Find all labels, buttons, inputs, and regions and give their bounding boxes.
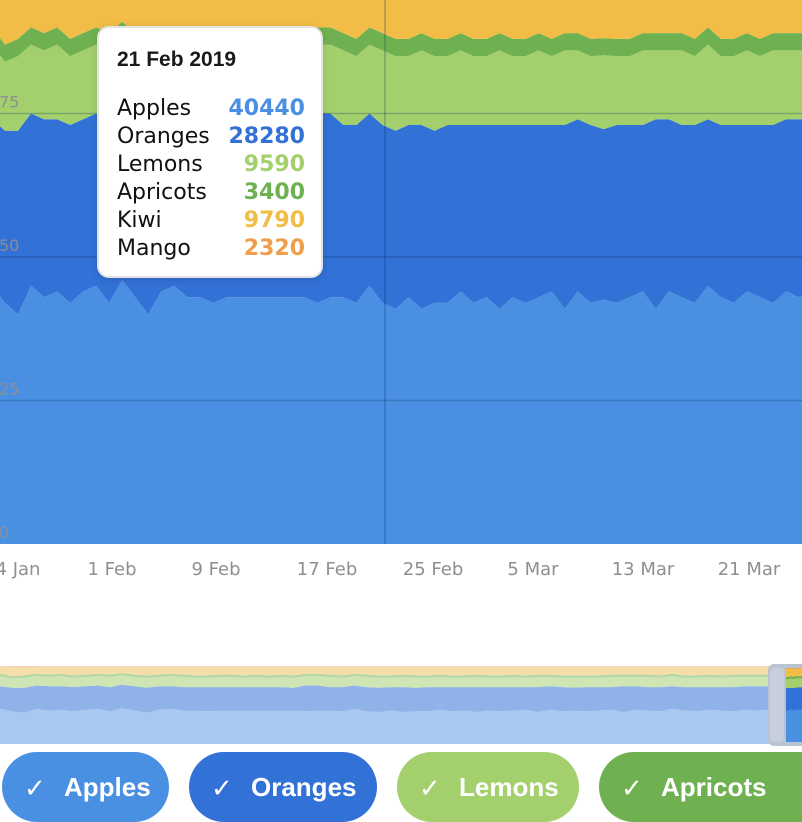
nav-area-oranges xyxy=(0,684,770,713)
tooltip-series-value: 9790 xyxy=(243,208,305,233)
y-tick-label: 50 xyxy=(0,236,19,255)
nav-window-area-apples xyxy=(786,709,802,742)
check-icon: ✓ xyxy=(419,774,441,804)
x-axis-labels: 4 Jan 1 Feb 9 Feb 17 Feb 25 Feb 5 Mar 13 Mar 21… xyxy=(0,559,781,580)
navigator-handle[interactable] xyxy=(770,668,784,742)
tooltip-row-apples: Apples 40440 xyxy=(117,96,305,124)
tooltip-series-name: Apples xyxy=(117,96,192,121)
tooltip-series-value: 9590 xyxy=(243,152,305,177)
x-tick-label: 4 Jan xyxy=(0,559,40,580)
nav-area-kiwi xyxy=(0,666,770,677)
nav-window-area-lemons xyxy=(786,678,802,688)
x-tick-label: 13 Mar xyxy=(612,559,675,580)
tooltip-series-name: Apricots xyxy=(117,180,207,205)
tooltip-row-apricots: Apricots 3400 xyxy=(117,180,305,208)
nav-window-area-apricots xyxy=(786,676,802,680)
legend-label: Lemons xyxy=(459,772,559,802)
tooltip-series-name: Oranges xyxy=(117,124,210,149)
tooltip-series-value: 2320 xyxy=(243,236,305,261)
tooltip-series-value: 40440 xyxy=(228,96,305,121)
x-tick-label: 25 Feb xyxy=(403,559,464,580)
legend-toggle-oranges[interactable]: ✓ Oranges xyxy=(189,752,377,822)
tooltip-series-value: 28280 xyxy=(228,124,305,149)
y-axis-labels: 0 25 50 75 xyxy=(0,93,19,543)
x-tick-label: 21 Mar xyxy=(718,559,781,580)
tooltip: 21 Feb 2019 Apples 40440 Oranges 28280 L… xyxy=(97,26,323,278)
x-axis-background xyxy=(0,544,802,664)
tooltip-series-name: Lemons xyxy=(117,152,203,177)
tooltip-series-name: Kiwi xyxy=(117,208,162,233)
tooltip-row-kiwi: Kiwi 9790 xyxy=(117,208,305,236)
x-tick-label: 17 Feb xyxy=(297,559,358,580)
nav-window-area-kiwi xyxy=(786,668,802,677)
legend-label: Apricots xyxy=(661,772,767,802)
area-apples xyxy=(0,280,802,544)
nav-area-mango xyxy=(0,666,770,668)
y-tick-label: 25 xyxy=(0,380,19,399)
nav-area-lemons xyxy=(0,675,770,688)
legend-toggle-apples[interactable]: ✓ Apples xyxy=(2,752,169,822)
check-icon: ✓ xyxy=(24,774,46,804)
tooltip-series-value: 3400 xyxy=(243,180,305,205)
check-icon: ✓ xyxy=(621,774,643,804)
nav-area-apples xyxy=(0,708,770,744)
navigator-window-areas xyxy=(786,668,802,742)
tooltip-title: 21 Feb 2019 xyxy=(117,48,237,71)
legend-label: Apples xyxy=(64,772,151,802)
tooltip-row-mango: Mango 2320 xyxy=(117,236,305,264)
x-tick-label: 5 Mar xyxy=(507,559,559,580)
tooltip-row-oranges: Oranges 28280 xyxy=(117,124,305,152)
x-tick-label: 9 Feb xyxy=(191,559,240,580)
check-icon: ✓ xyxy=(211,774,233,804)
nav-window-area-mango xyxy=(786,668,802,669)
navigator-areas xyxy=(0,666,770,744)
nav-window-area-oranges xyxy=(786,687,802,711)
y-tick-label: 75 xyxy=(0,93,19,112)
legend-toggle-lemons[interactable]: ✓ Lemons xyxy=(397,752,579,822)
tooltip-series-name: Mango xyxy=(117,236,191,261)
nav-area-apricots xyxy=(0,673,770,679)
legend-toggle-apricots[interactable]: ✓ Apricots xyxy=(599,752,802,822)
legend-label: Oranges xyxy=(251,772,357,802)
x-tick-label: 1 Feb xyxy=(87,559,136,580)
tooltip-row-lemons: Lemons 9590 xyxy=(117,152,305,180)
y-tick-label: 0 xyxy=(0,523,9,542)
navigator[interactable] xyxy=(0,664,802,746)
